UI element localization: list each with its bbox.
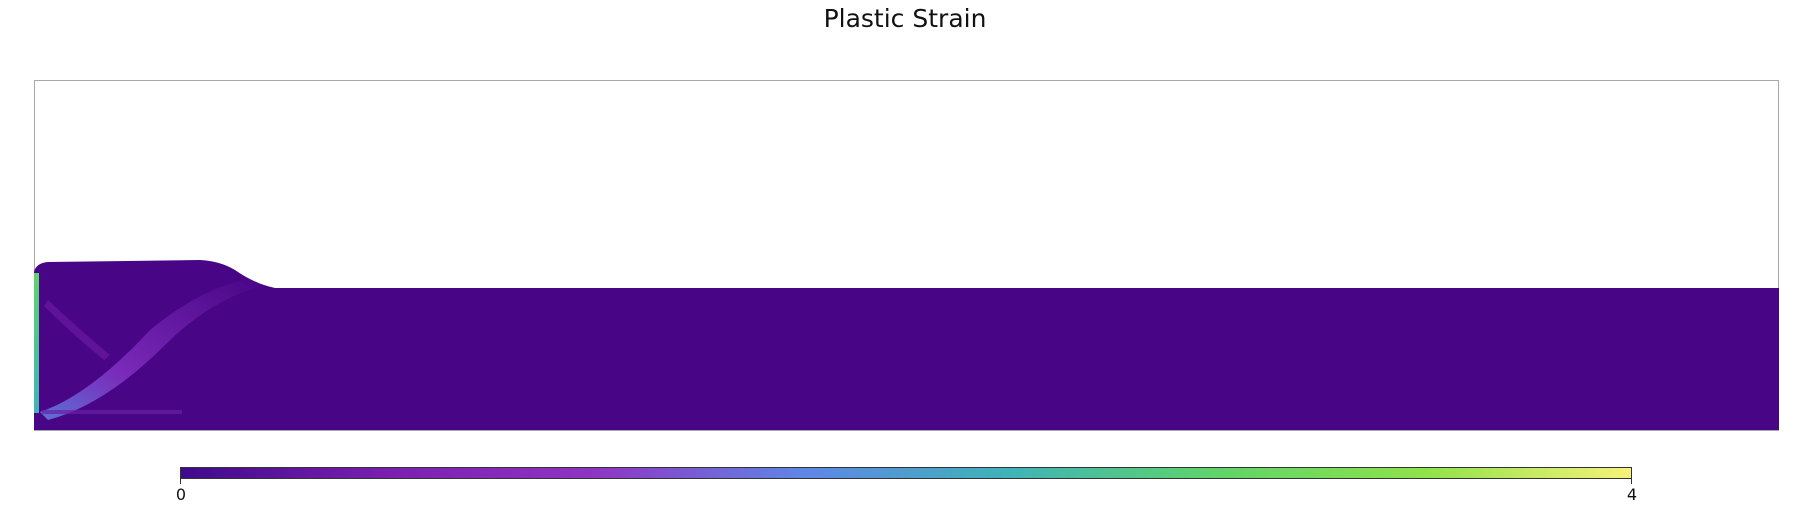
- secondary-band: [44, 300, 110, 360]
- material-body: [34, 260, 1779, 430]
- colorbar-label-max: 4: [1626, 485, 1638, 504]
- colorbar: [180, 467, 1632, 479]
- chart-title: Plastic Strain: [823, 4, 987, 33]
- colorbar-tick-min: [180, 479, 181, 484]
- colorbar-tick-max: [1631, 479, 1632, 484]
- shear-band: [40, 278, 262, 420]
- bottom-streak: [42, 410, 182, 414]
- colorbar-label-min: 0: [175, 485, 187, 504]
- wall-strip: [34, 273, 39, 413]
